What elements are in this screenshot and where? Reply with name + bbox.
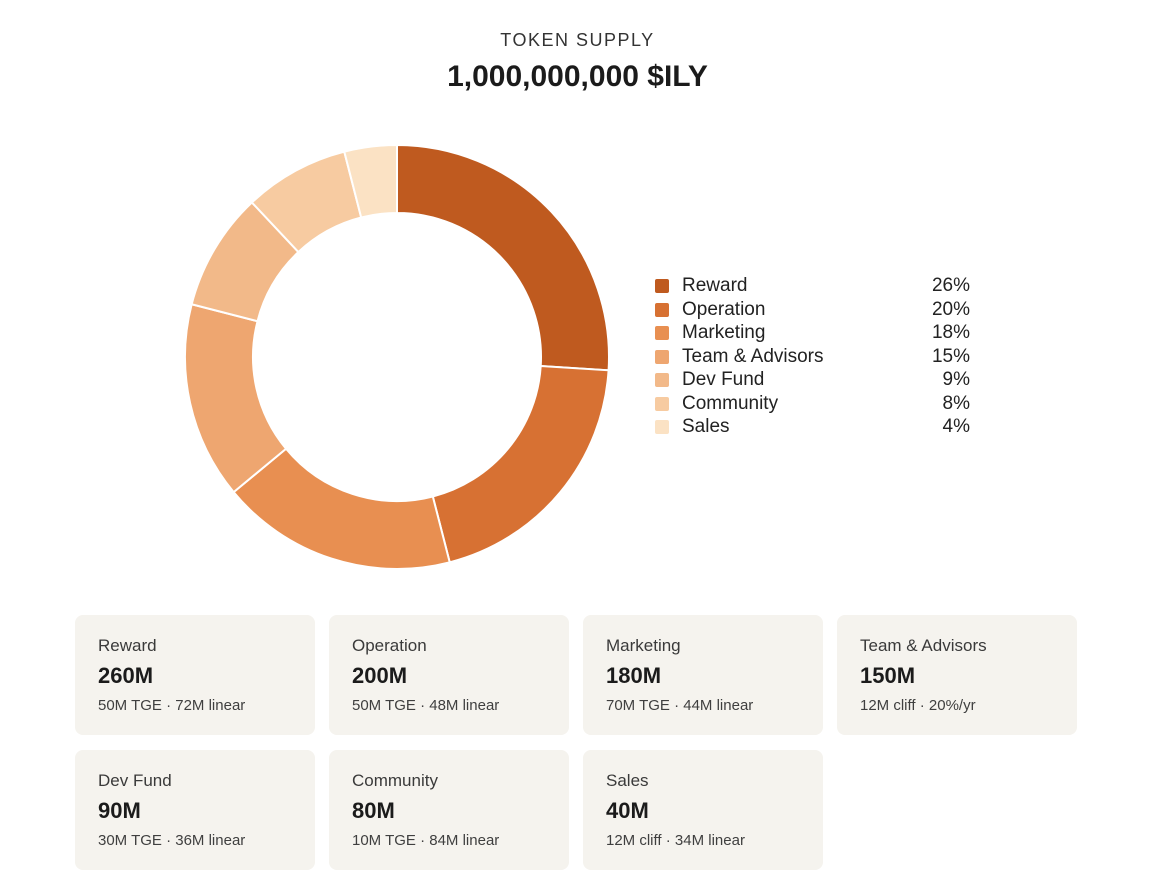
legend-swatch	[655, 420, 669, 434]
allocation-card-team-advisors: Team & Advisors 150M 12M cliff · 20%/yr	[837, 615, 1077, 735]
legend-value: 18%	[931, 322, 970, 343]
supply-total-title: 1,000,000,000 $ILY	[447, 60, 708, 93]
allocation-card-reward: Reward 260M 50M TGE · 72M linear	[75, 615, 315, 735]
card-vesting-detail: 12M cliff · 34M linear	[606, 832, 745, 849]
card-name: Dev Fund	[98, 771, 172, 790]
legend-swatch	[655, 279, 669, 293]
legend-swatch	[655, 396, 669, 411]
allocation-card-marketing: Marketing 180M 70M TGE · 44M linear	[583, 615, 823, 735]
card-vesting-detail: 10M TGE · 84M linear	[352, 832, 500, 849]
legend-item-community: Community 8%	[655, 392, 975, 416]
legend-label: Marketing	[682, 322, 766, 343]
card-amount: 90M	[98, 798, 141, 823]
donut-slice-operation	[431, 364, 610, 564]
legend-label: Team & Advisors	[682, 345, 824, 367]
donut-slice-reward	[396, 143, 610, 372]
card-name: Sales	[606, 771, 649, 790]
legend-value: 8%	[942, 392, 970, 414]
legend-label: Dev Fund	[682, 369, 765, 390]
donut-slice-sales	[343, 143, 398, 219]
legend-item-team-advisors: Team & Advisors 15%	[655, 345, 975, 369]
legend-value: 26%	[931, 275, 970, 296]
donut-chart	[184, 143, 610, 570]
allocation-card-dev-fund: Dev Fund 90M 30M TGE · 36M linear	[75, 750, 315, 870]
legend-value: 20%	[931, 298, 970, 320]
card-name: Community	[352, 771, 438, 790]
card-vesting-detail: 12M cliff · 20%/yr	[860, 697, 976, 714]
donut-slice-marketing	[232, 447, 451, 570]
card-vesting-detail: 30M TGE · 36M linear	[98, 832, 246, 849]
card-vesting-detail: 50M TGE · 72M linear	[98, 697, 246, 714]
card-amount: 200M	[352, 663, 408, 688]
card-name: Marketing	[606, 636, 681, 655]
legend-item-operation: Operation 20%	[655, 298, 975, 322]
legend-value: 4%	[942, 416, 970, 437]
chart-legend: Reward 26% Operation 20% Marketing 18% Team & …	[655, 274, 975, 439]
allocation-card-community: Community 80M 10M TGE · 84M linear	[329, 750, 569, 870]
card-amount: 80M	[352, 798, 395, 823]
legend-label: Reward	[682, 275, 748, 296]
card-amount: 150M	[860, 663, 916, 688]
card-name: Operation	[352, 636, 427, 655]
allocation-card-sales: Sales 40M 12M cliff · 34M linear	[583, 750, 823, 870]
card-name: Reward	[98, 636, 157, 655]
card-name: Team & Advisors	[860, 636, 987, 655]
legend-value: 9%	[942, 369, 970, 390]
legend-swatch	[655, 326, 669, 340]
allocation-card-operation: Operation 200M 50M TGE · 48M linear	[329, 615, 569, 735]
legend-swatch	[655, 349, 669, 364]
legend-label: Community	[682, 392, 779, 414]
card-vesting-detail: 70M TGE · 44M linear	[606, 697, 754, 714]
legend-item-dev-fund: Dev Fund 9%	[655, 368, 975, 392]
card-amount: 260M	[98, 663, 154, 688]
legend-label: Operation	[682, 298, 766, 320]
legend-label: Sales	[682, 416, 730, 437]
legend-item-sales: Sales 4%	[655, 415, 975, 439]
legend-swatch	[655, 373, 669, 387]
legend-item-marketing: Marketing 18%	[655, 321, 975, 345]
card-amount: 180M	[606, 663, 662, 688]
legend-value: 15%	[931, 345, 970, 367]
card-amount: 40M	[606, 798, 649, 823]
legend-item-reward: Reward 26%	[655, 274, 975, 298]
supply-kicker: TOKEN SUPPLY	[500, 30, 655, 50]
card-vesting-detail: 50M TGE · 48M linear	[352, 697, 500, 714]
legend-swatch	[655, 302, 669, 317]
